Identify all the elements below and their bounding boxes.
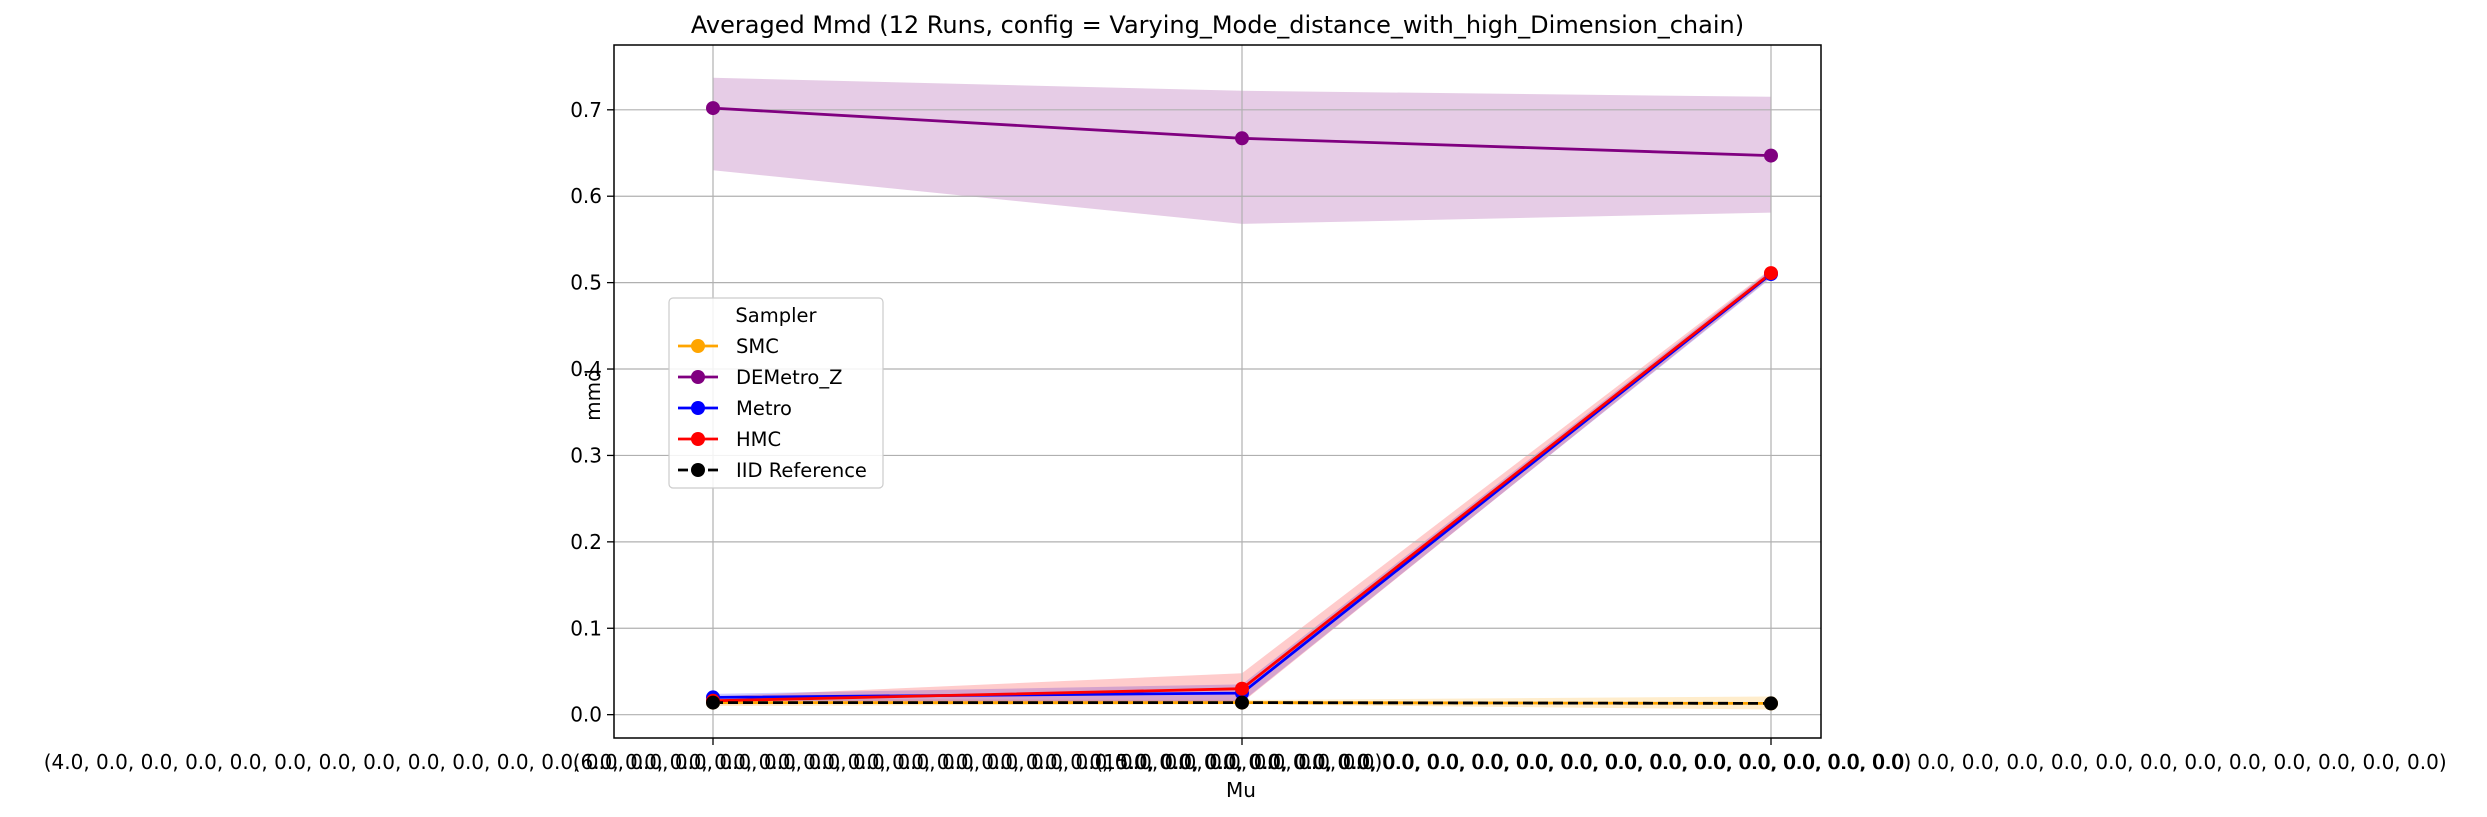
legend-marker: [691, 401, 705, 415]
y-tick-label: 0.6: [570, 184, 602, 208]
y-ticks: 0.0 0.1 0.2 0.3 0.4 0.5 0.6 0.7: [570, 98, 614, 727]
legend-box: [668, 297, 884, 489]
x-tick-label: (4.0, 0.0, 0.0, 0.0, 0.0, 0.0, 0.0, 0.0,…: [44, 750, 1383, 774]
series-point: [1235, 695, 1249, 710]
series-point: [1235, 681, 1249, 696]
plot-frame: [613, 44, 1822, 739]
x-ticks: (4.0, 0.0, 0.0, 0.0, 0.0, 0.0, 0.0, 0.0,…: [44, 738, 2447, 774]
series-point: [706, 101, 720, 116]
series-point: [1235, 131, 1249, 146]
legend-marker: [691, 432, 705, 446]
legend-title: Sampler: [735, 304, 817, 327]
y-tick-label: 0.4: [570, 357, 602, 381]
x-tick-label: (15.0, 0.0, 0.0, 0.0, 0.0, 0.0, 0.0, 0.0…: [1095, 750, 2446, 774]
x-tick-label: (6.0, 0.0, 0.0, 0.0, 0.0, 0.0, 0.0, 0.0,…: [573, 750, 1912, 774]
y-tick-label: 0.3: [570, 443, 602, 467]
legend-marker: [691, 339, 705, 353]
series-point: [1764, 148, 1778, 163]
legend-marker: [691, 463, 705, 477]
series-point: [1764, 266, 1778, 281]
legend-label: SMC: [736, 335, 779, 358]
legend: Sampler SMC DEMetro_Z Metro HMC IID Referenc…: [668, 297, 884, 489]
y-tick-label: 0.2: [570, 530, 602, 554]
y-tick-label: 0.5: [570, 271, 602, 295]
y-tick-label: 0.7: [570, 98, 602, 122]
y-axis-label: mmd: [581, 369, 605, 421]
series-point: [1764, 696, 1778, 711]
legend-label: HMC: [736, 428, 781, 451]
legend-label: Metro: [736, 397, 792, 420]
series-point: [706, 695, 720, 710]
chart-title: Averaged Mmd (12 Runs, config = Varying_…: [691, 11, 1744, 39]
x-axis-label: Mu: [1226, 778, 1256, 802]
y-tick-label: 0.1: [570, 616, 602, 640]
legend-marker: [691, 370, 705, 384]
legend-label: IID Reference: [736, 459, 867, 482]
y-tick-label: 0.0: [570, 703, 602, 727]
series-points: [706, 101, 1778, 711]
legend-label: DEMetro_Z: [736, 366, 842, 389]
